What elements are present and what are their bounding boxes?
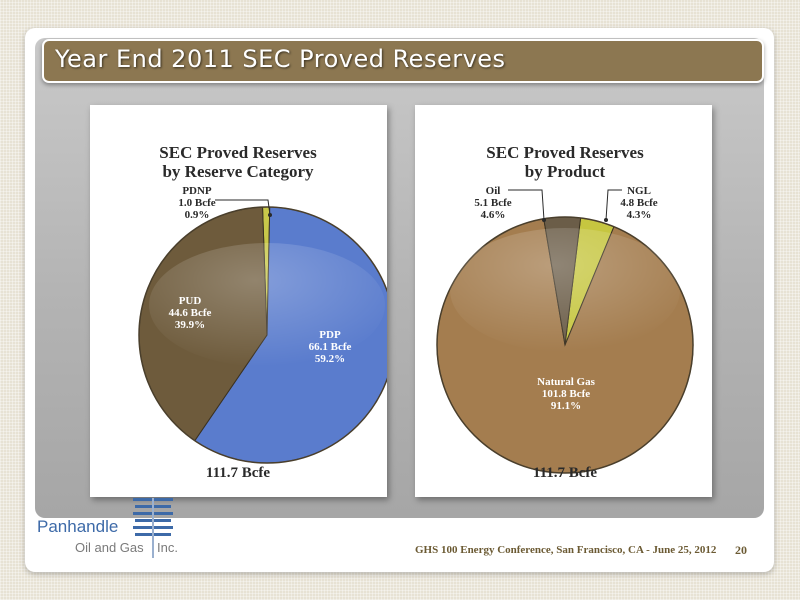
product-chart-card: SEC Proved Reserves by Product Oil 5.1 B… xyxy=(415,105,712,497)
slide: Year End 2011 SEC Proved Reserves SEC Pr… xyxy=(25,28,774,572)
ngl-percent-label: 4.3% xyxy=(627,209,652,221)
oil-percent-label: 4.6% xyxy=(481,209,506,221)
pie-outline xyxy=(436,216,694,474)
logo-text-line1: Panhandle xyxy=(37,517,118,536)
pdp-name-label: PDP xyxy=(319,329,341,341)
reserve-category-chart-card: SEC Proved Reserves by Reserve Category … xyxy=(90,105,387,497)
slide-title: Year End 2011 SEC Proved Reserves xyxy=(55,45,506,73)
company-logo: Panhandle Oil and Gas Inc. xyxy=(37,498,178,558)
pdnp-leader-line xyxy=(215,199,271,216)
pie-outline xyxy=(138,206,387,464)
ngl-leader-line xyxy=(605,189,622,221)
pud-name-label: PUD xyxy=(179,295,202,307)
oil-name-label: Oil xyxy=(486,185,501,197)
logo-text-line3: Inc. xyxy=(157,540,178,555)
pdnp-name-label: PDNP xyxy=(182,185,212,197)
logo-mark-icon xyxy=(133,498,173,558)
page-number: 20 xyxy=(735,543,747,557)
pie-highlight xyxy=(450,228,680,352)
chart-total-label: 111.7 Bcfe xyxy=(533,465,598,481)
pdnp-leader-dot xyxy=(268,213,272,217)
product-pie-chart: SEC Proved Reserves by Product Oil 5.1 B… xyxy=(436,143,694,481)
pdp-percent-label: 59.2% xyxy=(315,353,345,365)
chart-total-label: 111.7 Bcfe xyxy=(206,465,271,481)
natural-gas-name-label: Natural Gas xyxy=(537,376,595,388)
pud-percent-label: 39.9% xyxy=(175,319,205,331)
natural-gas-percent-label: 91.1% xyxy=(551,400,581,412)
natural-gas-amount-label: 101.8 Bcfe xyxy=(542,388,590,400)
reserve-category-pie-chart: SEC Proved Reserves by Reserve Category … xyxy=(138,143,387,481)
footer-conference-text: GHS 100 Energy Conference, San Francisco… xyxy=(415,544,717,556)
ngl-leader-dot xyxy=(604,218,608,222)
pdnp-percent-label: 0.9% xyxy=(185,209,210,221)
chart-title-line2: by Product xyxy=(525,162,606,181)
chart-title-line1: SEC Proved Reserves xyxy=(486,143,644,162)
title-bar: Year End 2011 SEC Proved Reserves xyxy=(42,39,764,83)
chart-title-line2: by Reserve Category xyxy=(162,162,314,181)
oil-leader-line xyxy=(508,189,545,221)
ngl-name-label: NGL xyxy=(627,185,651,197)
oil-amount-label: 5.1 Bcfe xyxy=(474,197,511,209)
logo-text-line2: Oil and Gas xyxy=(75,540,144,555)
pie-highlight xyxy=(149,243,385,367)
ngl-amount-label: 4.8 Bcfe xyxy=(620,197,657,209)
pdp-amount-label: 66.1 Bcfe xyxy=(309,341,352,353)
pud-amount-label: 44.6 Bcfe xyxy=(169,307,212,319)
oil-leader-dot xyxy=(542,218,546,222)
pdnp-amount-label: 1.0 Bcfe xyxy=(178,197,215,209)
chart-title-line1: SEC Proved Reserves xyxy=(159,143,317,162)
